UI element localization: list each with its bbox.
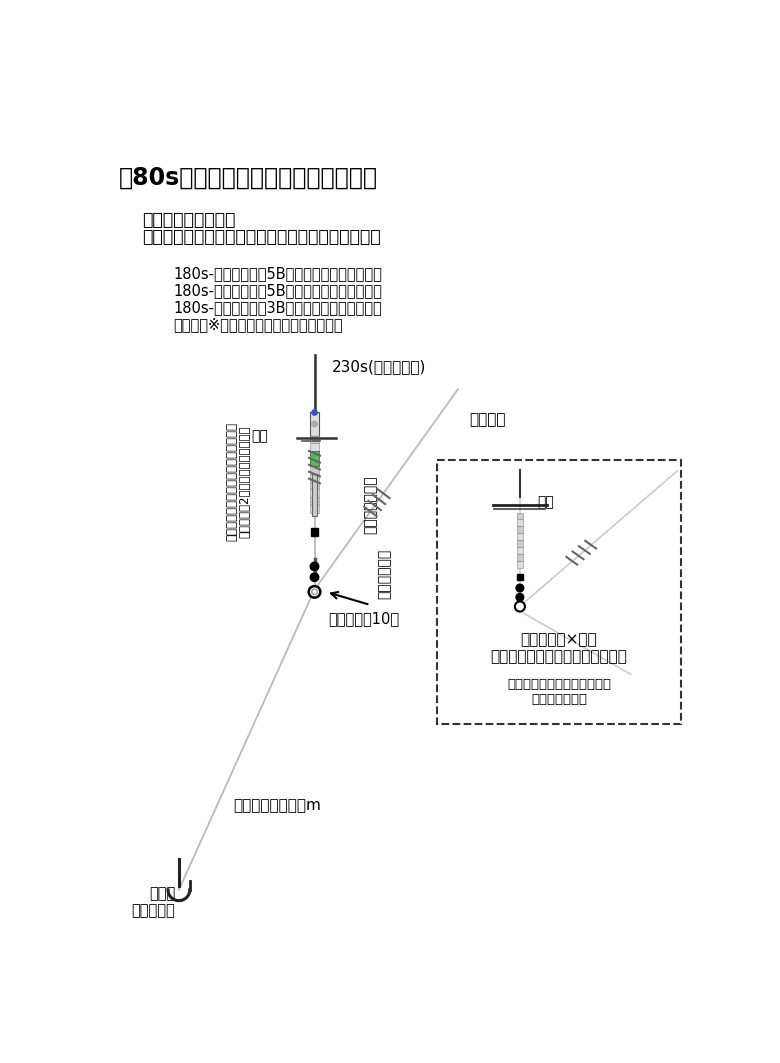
Circle shape <box>310 562 319 571</box>
Bar <box>310 528 318 536</box>
Bar <box>310 451 319 458</box>
Circle shape <box>309 586 321 597</box>
Circle shape <box>310 573 319 581</box>
Bar <box>310 489 319 497</box>
Text: 道糸２号: 道糸２号 <box>470 412 506 427</box>
Text: チヌ針
１〜３号位: チヌ針 １〜３号位 <box>131 885 175 918</box>
Circle shape <box>516 585 523 592</box>
Bar <box>310 443 319 451</box>
Text: ヨリモドコ10号: ヨリモドコ10号 <box>328 611 399 626</box>
Bar <box>517 540 523 547</box>
Text: ガン玉４Ｂ×数個
（トップを見やすい位置に調整）: ガン玉４Ｂ×数個 （トップを見やすい位置に調整） <box>491 631 627 664</box>
Bar <box>517 554 523 561</box>
Bar <box>517 512 523 520</box>
Text: トップの水面に出る位置を見やすく調整調整する。: トップの水面に出る位置を見やすく調整調整する。 <box>143 227 381 246</box>
Circle shape <box>515 602 525 611</box>
Bar <box>310 467 319 474</box>
Text: ゴムカン（2個をゴムヨウジで固定: ゴムカン（2個をゴムヨウジで固定 <box>238 425 251 538</box>
Text: 230s(大・中・小): 230s(大・中・小) <box>332 358 426 374</box>
Bar <box>517 526 523 534</box>
Bar <box>310 505 319 512</box>
Bar <box>517 547 523 554</box>
Bar <box>310 474 319 482</box>
Circle shape <box>312 409 317 416</box>
Bar <box>310 458 319 467</box>
Circle shape <box>516 593 523 601</box>
Bar <box>310 451 319 467</box>
Bar <box>517 561 523 568</box>
Bar <box>310 436 319 443</box>
Text: 水面: 水面 <box>251 429 268 443</box>
Text: 緑の真ん中あたりにあわせる
調整がオススメ: 緑の真ん中あたりにあわせる 調整がオススメ <box>507 678 611 706</box>
Text: 180s-大　浮力は約5B前後（４Ｂが３個前後）: 180s-大 浮力は約5B前後（４Ｂが３個前後） <box>173 266 382 281</box>
Text: 、80sの基本的な仕掛け・浮力調整】: 、80sの基本的な仕掛け・浮力調整】 <box>119 166 378 190</box>
Bar <box>310 482 319 489</box>
Bar <box>310 497 319 505</box>
Text: 水面: 水面 <box>537 494 554 509</box>
Text: 遠矢スベイル: 遠矢スベイル <box>378 549 392 600</box>
Text: 180s-中　浮力は約5B前後（４Ｂが２個前後）: 180s-中 浮力は約5B前後（４Ｂが２個前後） <box>173 283 382 298</box>
Bar <box>517 534 523 540</box>
Text: 180s-小　浮力は約3B前後（４Ｂが１個前後）: 180s-小 浮力は約3B前後（４Ｂが１個前後） <box>173 300 382 315</box>
Circle shape <box>312 421 317 426</box>
Bar <box>517 520 523 526</box>
Bar <box>517 574 523 580</box>
Bar <box>312 474 317 517</box>
Text: （ゴムハカマ大カットしても使用可能: （ゴムハカマ大カットしても使用可能 <box>226 422 239 541</box>
Text: ウキ止め一か所: ウキ止め一か所 <box>363 475 378 535</box>
Text: ガン玉を数個つけ、: ガン玉を数個つけ、 <box>143 210 236 229</box>
Bar <box>310 412 319 436</box>
Text: ハリス　約２～３m: ハリス 約２～３m <box>233 797 321 812</box>
Text: ※天然素材のため、前後します。: ※天然素材のため、前後します。 <box>173 317 343 332</box>
Circle shape <box>312 589 317 594</box>
